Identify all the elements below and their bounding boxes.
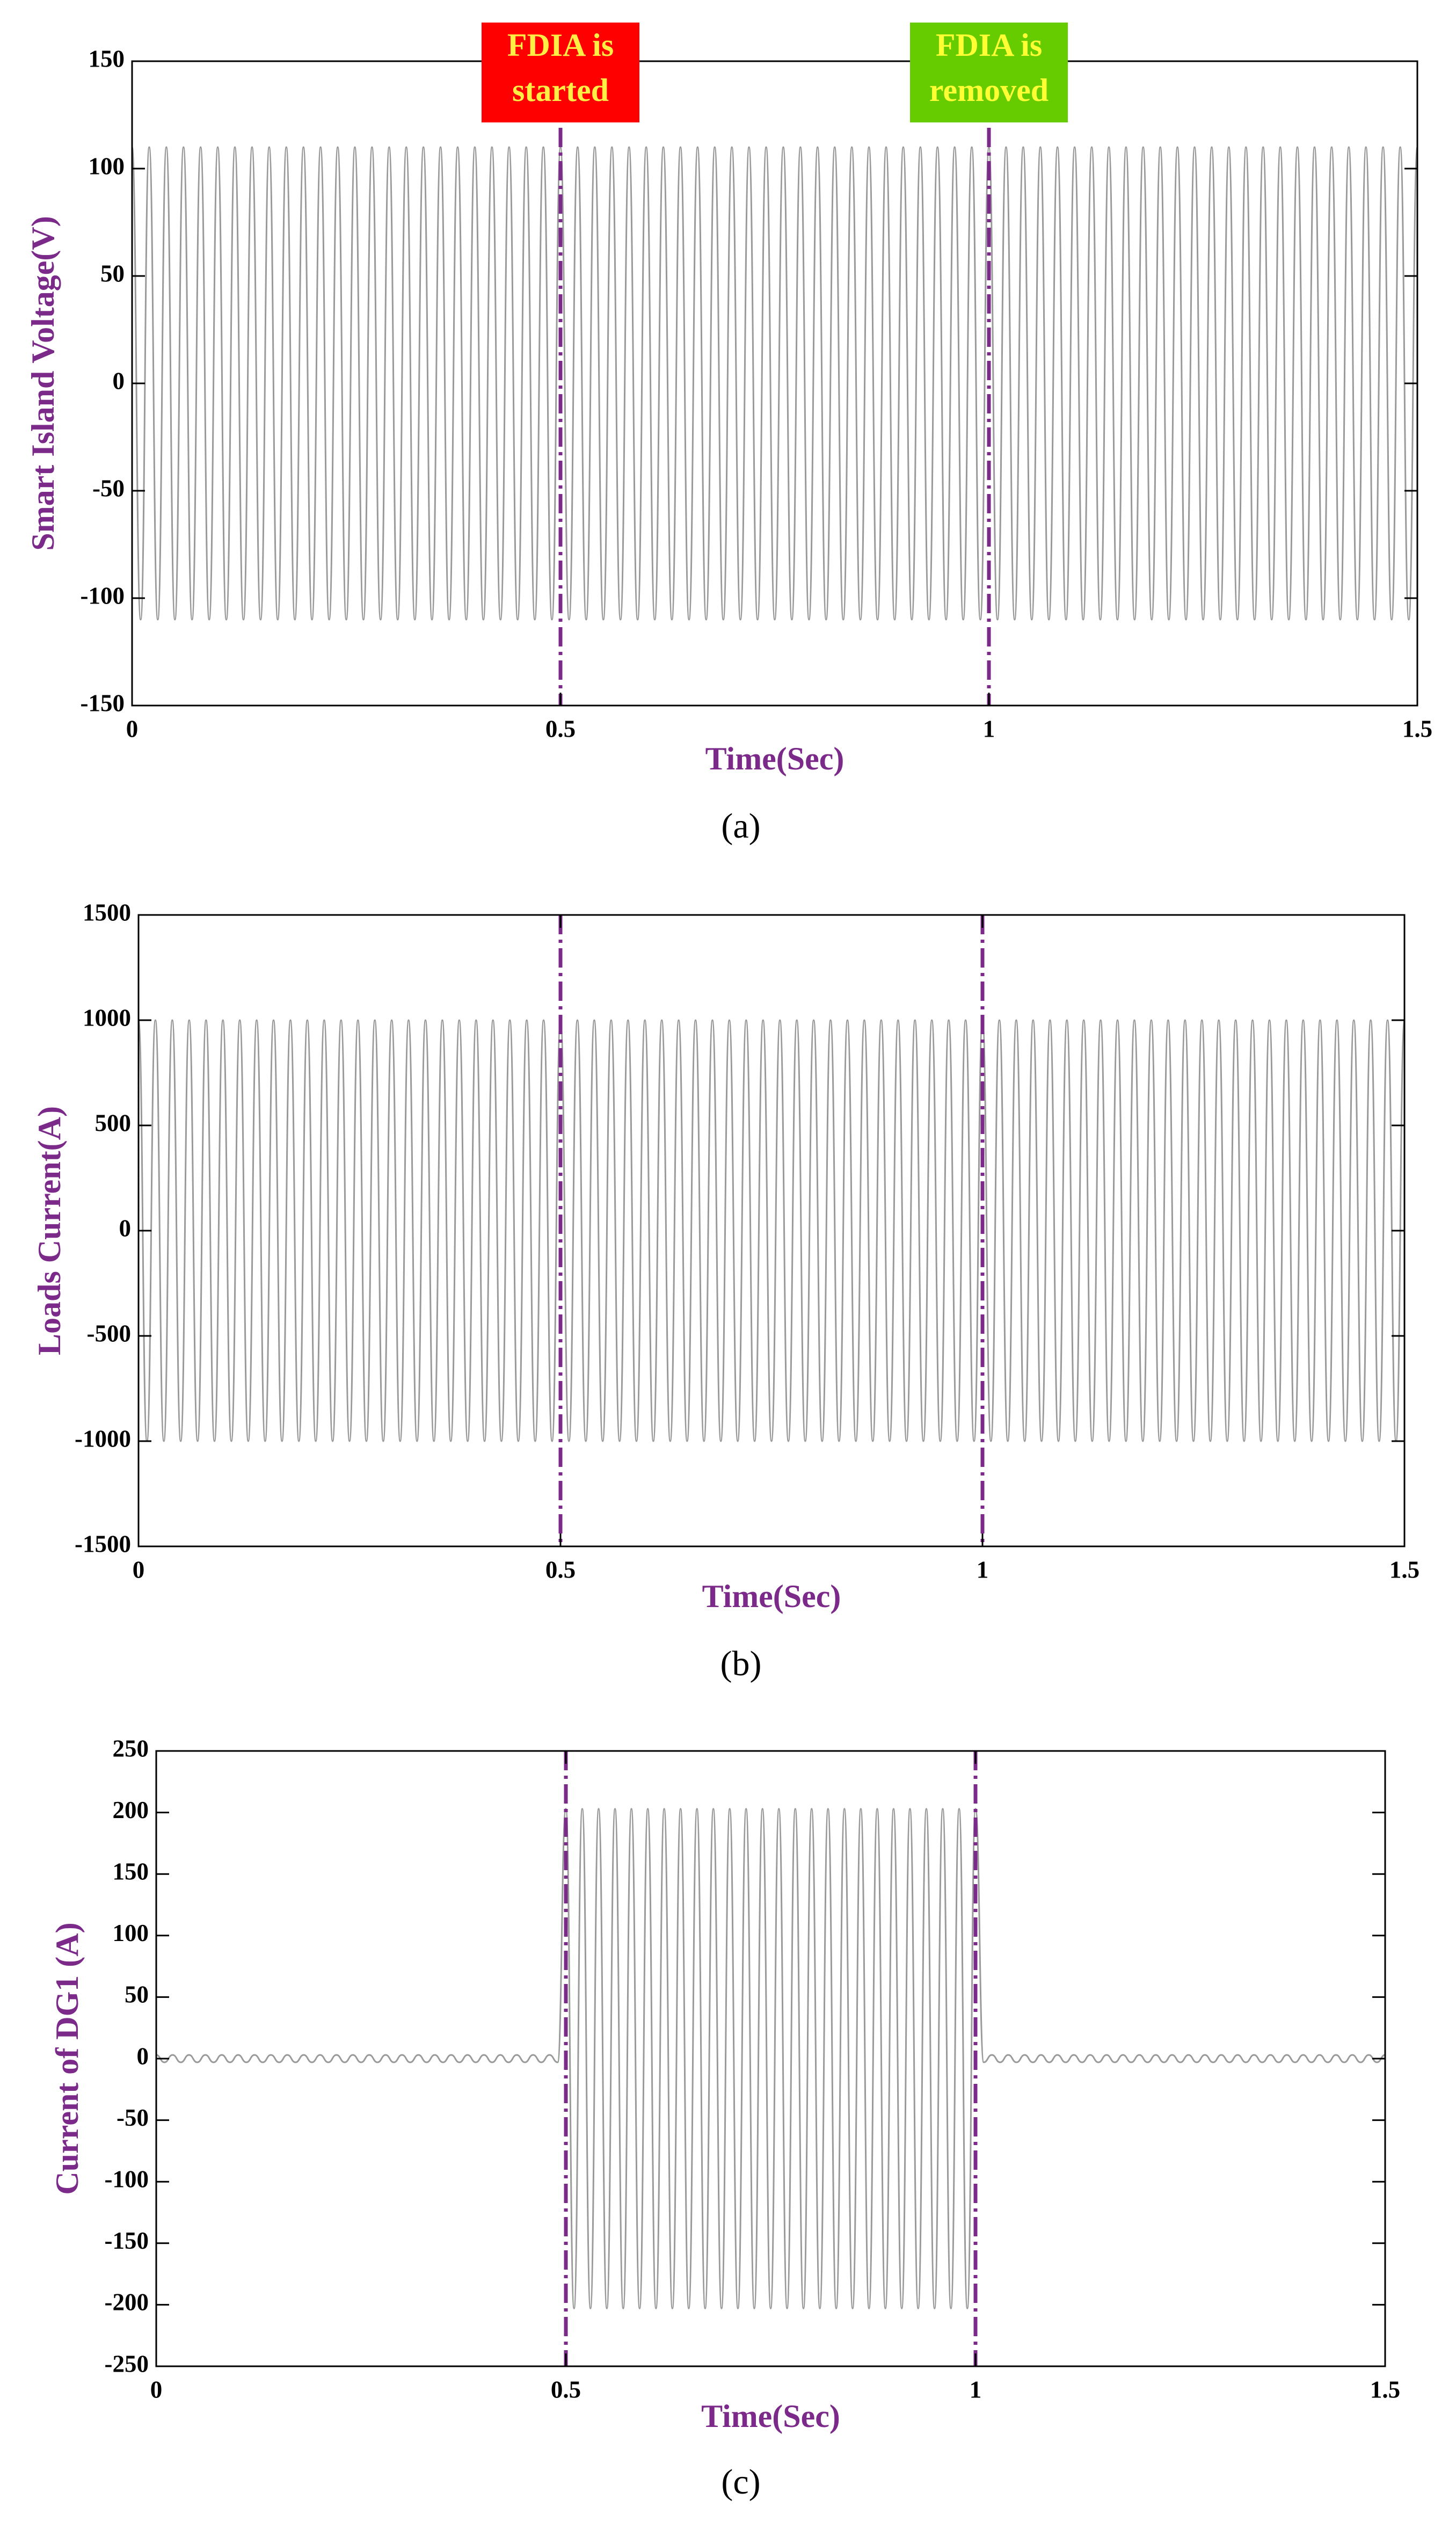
panel-caption: (b) (720, 1644, 762, 1683)
x-axis-label: Time(Sec) (702, 1579, 841, 1614)
x-tick-label: 0 (126, 715, 139, 742)
y-tick-label: -250 (105, 2350, 149, 2377)
y-tick-label: 100 (113, 1920, 149, 1946)
y-tick-label: -100 (105, 2166, 149, 2193)
annotation-text: started (512, 72, 609, 108)
y-tick-label: 150 (113, 1858, 149, 1885)
y-tick-label: -1500 (75, 1530, 131, 1557)
x-tick-label: 0.5 (545, 715, 576, 742)
x-tick-label: 1.5 (1370, 2376, 1400, 2403)
y-tick-label: 200 (113, 1797, 149, 1823)
y-tick-label: -1000 (75, 1425, 131, 1452)
panel-caption: (a) (721, 806, 760, 846)
annotation-text: FDIA is (507, 27, 614, 63)
y-axis-label: Smart Island Voltage(V) (25, 216, 61, 550)
x-axis-label: Time(Sec) (701, 2399, 840, 2434)
y-tick-label: 0 (119, 1215, 132, 1241)
y-tick-label: 1000 (83, 1004, 131, 1031)
x-tick-label: 0 (133, 1556, 145, 1583)
y-tick-label: -50 (117, 2104, 149, 2131)
y-tick-label: -150 (81, 689, 125, 716)
signal-line (139, 1019, 1404, 1442)
annotation-text: removed (929, 72, 1049, 108)
y-tick-label: -500 (87, 1320, 132, 1347)
y-tick-label: 1500 (83, 899, 131, 926)
annotation-box (910, 23, 1068, 122)
y-tick-label: -150 (105, 2227, 149, 2254)
x-tick-label: 1 (983, 715, 995, 742)
y-tick-label: 100 (89, 152, 125, 179)
signal-line (156, 1808, 1385, 2309)
x-tick-label: 1.5 (1389, 1556, 1419, 1583)
y-tick-label: 50 (100, 260, 125, 287)
y-tick-label: -50 (92, 475, 125, 502)
y-tick-label: 500 (95, 1109, 132, 1136)
panel-caption: (c) (721, 2462, 760, 2502)
y-tick-label: 50 (125, 1981, 149, 2008)
annotation-box (482, 23, 639, 122)
x-axis-label: Time(Sec) (705, 741, 845, 776)
x-tick-label: 0 (150, 2376, 163, 2403)
y-tick-label: 0 (113, 367, 125, 394)
x-tick-label: 1.5 (1402, 715, 1432, 742)
y-tick-label: 150 (89, 45, 125, 72)
y-tick-label: -100 (81, 582, 125, 609)
x-tick-label: 1 (977, 1556, 989, 1583)
y-tick-label: -200 (105, 2289, 149, 2316)
y-axis-label: Current of DG1 (A) (49, 1922, 85, 2194)
y-axis-label: Loads Current(A) (32, 1106, 67, 1355)
x-tick-label: 0.5 (545, 1556, 576, 1583)
x-tick-label: 1 (970, 2376, 982, 2403)
annotation-text: FDIA is (936, 27, 1042, 63)
signal-line (132, 146, 1417, 621)
x-tick-label: 0.5 (551, 2376, 581, 2403)
y-tick-label: 0 (137, 2043, 149, 2069)
y-tick-label: 250 (113, 1735, 149, 1762)
